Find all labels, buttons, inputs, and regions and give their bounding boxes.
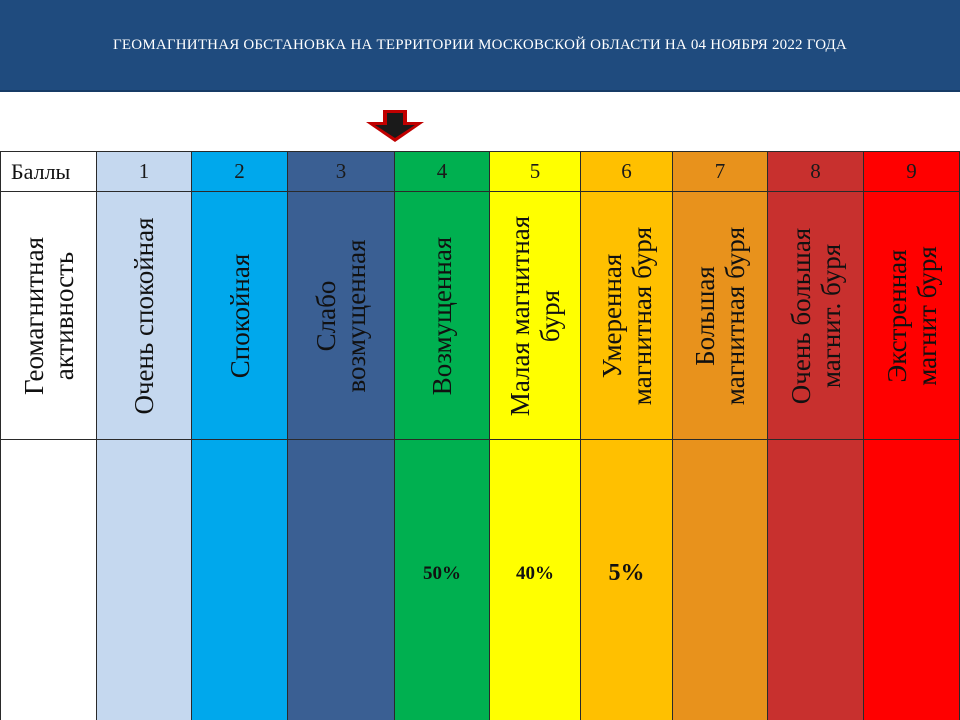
score-label-cell: Баллы [0, 151, 97, 192]
geomagnetic-scale-table: Баллы Геомагнитная активность 1 Очень спо… [0, 151, 960, 720]
page-title: ГЕОМАГНИТНАЯ ОБСТАНОВКА НА ТЕРРИТОРИИ МО… [113, 36, 847, 53]
score-cell-5: 5 [490, 151, 581, 192]
score-label: Баллы [11, 158, 71, 184]
score-value: 9 [906, 159, 917, 183]
score-value: 5 [529, 159, 541, 183]
probability-cell-8 [768, 440, 864, 720]
activity-label-7: Большая магнитная буря [689, 226, 750, 405]
score-cell-1: 1 [97, 151, 192, 192]
activity-cell-2: Спокойная [192, 192, 288, 440]
activity-label-5: Малая магнитная буря [504, 215, 565, 416]
probability-cell-1 [97, 440, 192, 720]
probability-value-5: 40% [516, 562, 554, 584]
probability-value-6: 5% [608, 560, 645, 586]
activity-label-6: Умеренная магнитная буря [596, 226, 657, 405]
score-value: 8 [810, 159, 821, 183]
activity-cell-3: Слабо возмущенная [288, 192, 395, 440]
probability-cell-3 [288, 440, 395, 720]
probability-value-4: 50% [423, 562, 461, 584]
score-value: 6 [621, 159, 632, 183]
activity-label-cell: Геомагнитная активность [0, 192, 97, 440]
score-value: 2 [234, 159, 245, 183]
activity-label-4: Возмущенная [426, 236, 457, 395]
activity-cell-6: Умеренная магнитная буря [581, 192, 673, 440]
score-value: 7 [714, 159, 726, 183]
score-cell-9: 9 [864, 151, 960, 192]
probability-cell-6: 5% [581, 440, 673, 720]
activity-cell-9: Экстренная магнит буря [864, 192, 960, 440]
activity-label-1: Очень спокойная [128, 216, 159, 415]
score-cell-3: 3 [288, 151, 395, 192]
probability-cell-9 [864, 440, 960, 720]
label-empty-cell [0, 440, 97, 720]
activity-cell-8: Очень большая магнит. буря [768, 192, 864, 440]
score-value: 1 [138, 159, 150, 183]
probability-cell-5: 40% [490, 440, 581, 720]
activity-cell-5: Малая магнитная буря [490, 192, 581, 440]
score-cell-7: 7 [673, 151, 768, 192]
score-cell-6: 6 [581, 151, 673, 192]
score-value: 4 [436, 159, 448, 183]
activity-cell-4: Возмущенная [395, 192, 490, 440]
probability-cell-7 [673, 440, 768, 720]
activity-cell-7: Большая магнитная буря [673, 192, 768, 440]
probability-cell-4: 50% [395, 440, 490, 720]
score-value: 3 [335, 159, 347, 183]
arrow-down-icon [366, 110, 424, 142]
probability-cell-2 [192, 440, 288, 720]
activity-cell-1: Очень спокойная [97, 192, 192, 440]
activity-label: Геомагнитная активность [18, 236, 79, 395]
header-banner: ГЕОМАГНИТНАЯ ОБСТАНОВКА НА ТЕРРИТОРИИ МО… [0, 0, 960, 92]
activity-label-8: Очень большая магнит. буря [785, 227, 846, 404]
score-cell-2: 2 [192, 151, 288, 192]
score-cell-8: 8 [768, 151, 864, 192]
activity-label-9: Экстренная магнит буря [881, 245, 942, 386]
activity-label-3: Слабо возмущенная [310, 238, 371, 393]
activity-label-2: Спокойная [224, 253, 255, 378]
score-cell-4: 4 [395, 151, 490, 192]
